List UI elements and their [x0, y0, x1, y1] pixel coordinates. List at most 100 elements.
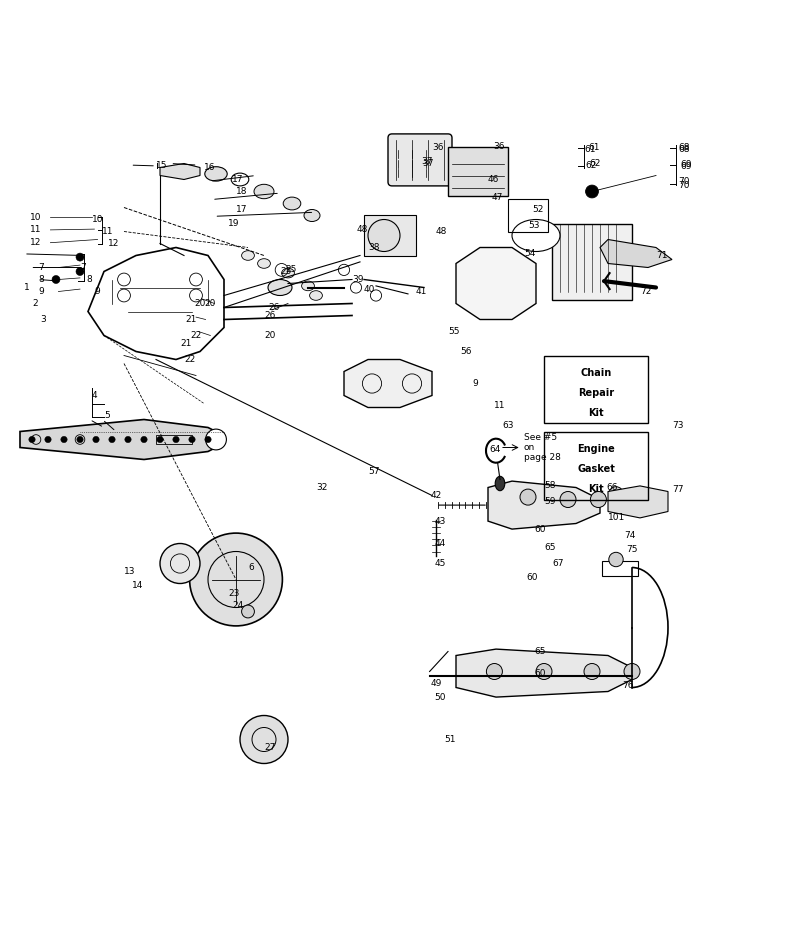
Text: See #5
on
page 28: See #5 on page 28: [524, 433, 561, 463]
Text: 23: 23: [228, 589, 239, 598]
Circle shape: [125, 437, 131, 443]
Circle shape: [190, 533, 282, 626]
Text: 11: 11: [494, 401, 505, 411]
Text: 9: 9: [472, 379, 478, 388]
Text: 65: 65: [534, 647, 546, 656]
Ellipse shape: [268, 280, 292, 296]
Ellipse shape: [304, 210, 320, 222]
Polygon shape: [456, 649, 632, 697]
Text: 11: 11: [102, 227, 113, 236]
Bar: [364, 215, 416, 256]
Text: 75: 75: [626, 544, 638, 553]
Text: 8: 8: [38, 275, 44, 284]
Text: 22: 22: [184, 355, 195, 364]
Circle shape: [93, 437, 99, 443]
Text: 56: 56: [460, 347, 471, 356]
Text: 9: 9: [94, 287, 100, 296]
Circle shape: [76, 253, 84, 261]
Text: 1: 1: [24, 283, 30, 292]
Polygon shape: [160, 163, 200, 180]
Text: 15: 15: [156, 160, 167, 170]
Text: 11: 11: [30, 225, 42, 235]
Polygon shape: [488, 481, 600, 529]
Bar: [156, 435, 192, 444]
Text: 17: 17: [232, 175, 243, 184]
Text: 25: 25: [286, 265, 297, 274]
Ellipse shape: [512, 220, 560, 251]
Text: 10: 10: [92, 215, 103, 224]
Text: 68: 68: [678, 146, 690, 155]
Circle shape: [77, 437, 83, 443]
Text: 9: 9: [38, 287, 44, 296]
Text: 27: 27: [264, 743, 275, 752]
Circle shape: [206, 429, 226, 450]
Text: 62: 62: [590, 159, 601, 168]
Text: 2: 2: [32, 299, 38, 308]
Text: 16: 16: [204, 163, 215, 172]
Text: 36: 36: [494, 142, 505, 151]
Text: 64: 64: [490, 445, 501, 453]
Text: 69: 69: [680, 159, 691, 169]
Text: Kit: Kit: [588, 485, 604, 494]
Text: 45: 45: [434, 559, 446, 568]
Text: 52: 52: [532, 205, 543, 213]
Text: 18: 18: [236, 187, 247, 196]
Text: 62: 62: [586, 161, 597, 171]
Circle shape: [586, 185, 598, 197]
Text: 69: 69: [680, 162, 691, 171]
Text: Engine: Engine: [577, 445, 615, 454]
Text: 24: 24: [232, 602, 243, 610]
Text: 20: 20: [194, 299, 206, 308]
Text: 60: 60: [534, 525, 546, 534]
Text: 12: 12: [108, 239, 119, 248]
Ellipse shape: [205, 167, 227, 181]
Text: 21: 21: [180, 339, 191, 348]
Circle shape: [520, 489, 536, 505]
Text: 43: 43: [434, 516, 446, 526]
Text: Gasket: Gasket: [577, 464, 615, 475]
Polygon shape: [344, 360, 432, 408]
Text: 58: 58: [544, 481, 555, 490]
Text: 37: 37: [422, 158, 433, 167]
Text: 60: 60: [526, 573, 538, 581]
Text: 61: 61: [584, 145, 595, 154]
Circle shape: [590, 491, 606, 507]
Text: 8: 8: [86, 275, 92, 284]
Text: 55: 55: [448, 327, 459, 336]
Bar: [552, 223, 632, 299]
Circle shape: [584, 664, 600, 679]
Text: 22: 22: [190, 331, 202, 340]
Text: 41: 41: [416, 287, 427, 296]
Circle shape: [189, 437, 195, 443]
Circle shape: [609, 487, 623, 502]
Text: 10: 10: [30, 212, 42, 222]
Text: 59: 59: [544, 497, 555, 505]
Circle shape: [109, 437, 115, 443]
Circle shape: [160, 543, 200, 583]
Circle shape: [45, 437, 51, 443]
Ellipse shape: [283, 197, 301, 210]
Ellipse shape: [495, 476, 505, 490]
Text: 14: 14: [132, 580, 143, 590]
Text: Repair: Repair: [578, 388, 614, 399]
Circle shape: [141, 437, 147, 443]
Text: Chain: Chain: [580, 369, 612, 378]
Circle shape: [240, 716, 288, 764]
Text: 6: 6: [248, 563, 254, 572]
FancyBboxPatch shape: [388, 133, 452, 186]
Bar: [560, 225, 624, 235]
Text: 51: 51: [444, 735, 455, 744]
Ellipse shape: [282, 268, 294, 278]
Text: 67: 67: [552, 559, 563, 568]
Text: 4: 4: [92, 391, 98, 400]
Text: 20: 20: [204, 299, 215, 308]
Text: 20: 20: [264, 331, 275, 340]
Text: Kit: Kit: [588, 409, 604, 418]
Text: 54: 54: [524, 249, 535, 259]
Text: 72: 72: [640, 287, 651, 296]
Text: 50: 50: [434, 693, 446, 703]
Ellipse shape: [310, 291, 322, 300]
Circle shape: [536, 664, 552, 679]
Text: 42: 42: [430, 491, 442, 500]
Text: 26: 26: [264, 311, 275, 320]
